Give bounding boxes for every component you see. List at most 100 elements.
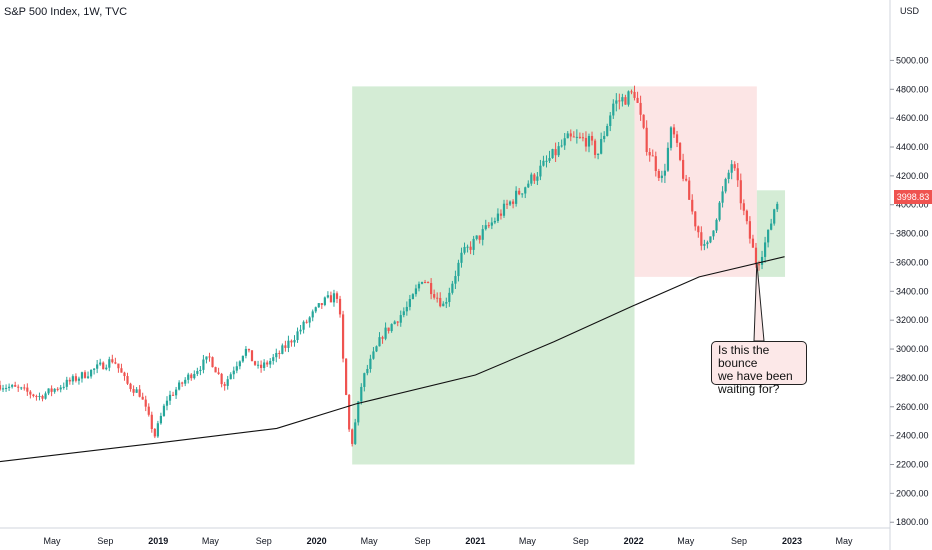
candle-body — [493, 220, 496, 223]
candle — [430, 278, 433, 300]
price-tick-label: 4200.00 — [896, 171, 929, 181]
candle — [323, 296, 326, 307]
candle-body — [50, 388, 53, 392]
candle-body — [74, 376, 78, 381]
candle-body — [338, 298, 342, 315]
candle — [38, 392, 41, 401]
candle-body — [23, 387, 26, 389]
candle-body — [351, 429, 354, 444]
candle — [445, 297, 448, 309]
candle — [178, 380, 181, 391]
candle-body — [302, 321, 305, 330]
price-tick-label: 5000.00 — [896, 55, 929, 65]
candle-body — [433, 294, 436, 298]
candle — [241, 355, 244, 363]
candle — [417, 281, 421, 292]
candle — [250, 350, 254, 362]
candle — [375, 345, 378, 353]
candle — [433, 289, 436, 300]
candle — [132, 385, 135, 397]
candle-body — [71, 376, 74, 382]
candle-body — [448, 292, 451, 303]
candle-body — [393, 321, 396, 325]
candle — [208, 352, 211, 362]
candle — [332, 289, 336, 307]
candle-body — [630, 91, 633, 93]
candle-body — [17, 386, 20, 388]
candle-body — [609, 115, 612, 126]
candle-body — [159, 415, 163, 424]
candle — [539, 159, 542, 181]
candle-body — [111, 359, 114, 363]
candle-body — [457, 262, 460, 277]
candle — [14, 381, 17, 387]
candle-body — [490, 222, 493, 226]
candle-body — [402, 311, 405, 316]
time-tick-label: 2022 — [624, 536, 644, 546]
candle — [542, 155, 545, 167]
candle-body — [703, 244, 706, 246]
candle — [80, 371, 84, 383]
candle — [721, 186, 724, 208]
candle-body — [168, 394, 172, 401]
candle — [217, 367, 220, 375]
candle — [408, 294, 411, 311]
candle-body — [748, 221, 752, 239]
candle — [329, 291, 333, 303]
candle-body — [569, 133, 572, 137]
candle-body — [208, 356, 211, 358]
candle — [660, 170, 663, 183]
candle-body — [484, 225, 487, 230]
candle-body — [763, 242, 767, 257]
candle — [253, 360, 257, 367]
candle-body — [253, 361, 257, 365]
candle-body — [597, 153, 600, 155]
candle — [651, 149, 654, 157]
candle — [299, 324, 302, 335]
price-tick-label: 3200.00 — [896, 315, 929, 325]
candle — [527, 180, 530, 189]
candle — [308, 316, 311, 328]
candle — [220, 372, 223, 388]
candle — [369, 354, 372, 373]
candle — [442, 301, 445, 307]
candle — [609, 111, 612, 132]
candle-body — [776, 203, 779, 210]
candle-body — [642, 114, 645, 128]
candle — [405, 301, 408, 316]
candle-body — [645, 127, 648, 153]
candle — [751, 234, 755, 248]
candle — [171, 391, 175, 396]
zone-green-0 — [352, 86, 635, 465]
candle — [260, 360, 263, 373]
candle — [621, 93, 624, 107]
candle-body — [299, 329, 302, 332]
candle — [311, 309, 314, 322]
candle-body — [454, 276, 457, 284]
candle-body — [590, 135, 594, 141]
candle-body — [68, 379, 71, 382]
candle — [593, 138, 597, 159]
candle — [697, 225, 700, 238]
candle — [53, 388, 56, 394]
candle-body — [150, 414, 153, 429]
price-tick-label: 3600.00 — [896, 257, 929, 267]
candle-body — [123, 372, 126, 377]
candle — [354, 418, 357, 445]
candle — [484, 219, 487, 231]
candle-body — [636, 97, 639, 103]
candle — [193, 370, 196, 380]
candle — [745, 209, 748, 225]
candle-body — [505, 203, 509, 205]
candle — [612, 99, 615, 119]
candle-body — [721, 191, 724, 203]
price-tick-label: 2600.00 — [896, 402, 929, 412]
candle — [581, 132, 585, 142]
candle — [302, 320, 305, 334]
candle-body — [685, 178, 688, 181]
candle — [223, 381, 226, 391]
candle-body — [618, 100, 621, 102]
candle — [688, 177, 691, 200]
candle-body — [600, 139, 603, 154]
